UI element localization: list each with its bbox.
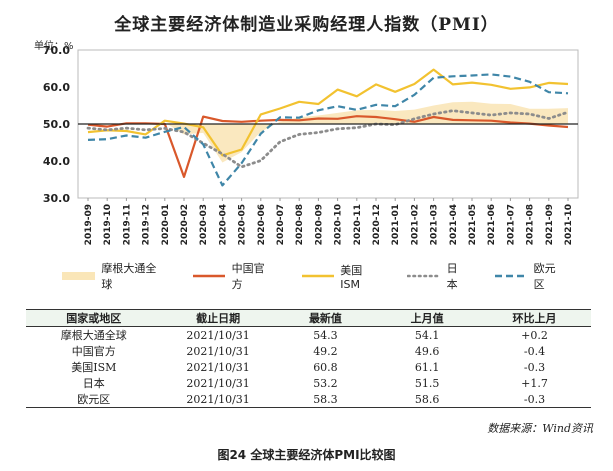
- cell-date: 2021/10/31: [186, 360, 250, 374]
- x-tick-label: 2020-11: [353, 204, 363, 245]
- y-tick-label: 70.0: [43, 44, 70, 57]
- x-tick-label: 2021-08: [526, 204, 536, 245]
- legend-label: 日本: [446, 262, 458, 291]
- x-tick-label: 2019-12: [142, 204, 152, 245]
- table-row: 中国官方 2021/10/31 49.2 49.6 -0.4: [26, 343, 591, 359]
- x-tick-label: 2021-04: [449, 204, 459, 245]
- x-tick-label: 2020-10: [334, 204, 344, 245]
- legend-item: 摩根大通全球: [62, 260, 166, 292]
- x-tick-label: 2020-12: [372, 204, 382, 245]
- legend-label: 中国官方: [231, 262, 265, 291]
- y-tick-label: 40.0: [43, 155, 70, 168]
- data-source-note: 数据来源：Wind资讯: [487, 422, 593, 435]
- table-header-row: 国家或地区 截止日期 最新值 上月值 环比上月: [26, 309, 591, 327]
- series-line-美国ISM: [87, 68, 569, 157]
- x-tick-label: 2021-01: [391, 204, 401, 245]
- x-tick-label: 2021-10: [564, 204, 574, 245]
- x-tick-label: 2021-07: [506, 204, 516, 245]
- cell-change: +1.7: [521, 376, 548, 390]
- x-tick-label: 2019-10: [103, 204, 113, 245]
- x-tick-label: 2020-09: [314, 204, 324, 245]
- cell-region: 摩根大通全球: [60, 329, 127, 342]
- cell-latest: 58.3: [274, 391, 377, 408]
- x-tick-label: 2021-02: [410, 204, 420, 245]
- cell-latest: 60.8: [313, 360, 338, 374]
- cell-previous: 61.1: [414, 360, 440, 374]
- chart-title: 全球主要经济体制造业采购经理人指数（PMI）: [114, 15, 499, 35]
- header-region: 国家或地区: [26, 309, 162, 327]
- x-tick-label: 2020-05: [238, 204, 248, 245]
- cell-change: -0.3: [477, 391, 591, 408]
- cell-date: 2021/10/31: [186, 344, 250, 358]
- legend-item: 中国官方: [192, 260, 275, 292]
- cell-previous: 49.6: [414, 344, 440, 358]
- y-tick-label: 30.0: [43, 192, 70, 205]
- cell-change: -0.3: [523, 360, 546, 374]
- y-tick-label: 50.0: [43, 118, 70, 131]
- cell-date: 2021/10/31: [186, 328, 250, 342]
- figure-caption: 图24 全球主要经济体PMI比较图: [217, 448, 396, 462]
- x-tick-label: 2020-08: [295, 204, 305, 245]
- cell-region: 美国ISM: [71, 361, 117, 374]
- cell-latest: 49.2: [313, 344, 338, 358]
- legend-label: 摩根大通全球: [101, 262, 157, 291]
- table-row: 欧元区 2021/10/31 58.3 58.6 -0.3: [26, 391, 591, 408]
- x-tick-label: 2021-05: [468, 204, 478, 245]
- pmi-line-chart: 30.0 40.0 50.0 60.0 70.0 2019-09 2019-10 2019-1…: [43, 44, 579, 245]
- legend-label: 美国ISM: [340, 263, 363, 291]
- table-row: 摩根大通全球 2021/10/31 54.3 54.1 +0.2: [26, 327, 591, 344]
- x-tick-label: 2020-03: [199, 204, 209, 245]
- x-tick-label: 2020-06: [257, 204, 267, 245]
- table-row: 日本 2021/10/31 53.2 51.5 +1.7: [26, 375, 591, 391]
- pmi-summary-table: 国家或地区 截止日期 最新值 上月值 环比上月 摩根大通全球 2021/10/3…: [26, 309, 591, 408]
- x-tick-label: 2021-03: [430, 204, 440, 245]
- cell-region: 欧元区: [26, 391, 162, 408]
- cell-previous: 51.5: [414, 376, 440, 390]
- cell-previous: 58.6: [376, 391, 478, 408]
- cell-region: 中国官方: [71, 345, 116, 358]
- series-line-日本: [86, 109, 570, 169]
- cell-change: -0.4: [523, 344, 546, 358]
- x-tick-label: 2020-04: [218, 204, 228, 245]
- x-tick-label: 2020-02: [180, 204, 190, 245]
- unit-label: 单位：%: [34, 41, 74, 52]
- y-tick-label: 60.0: [43, 81, 70, 94]
- header-mom-change: 环比上月: [477, 309, 591, 327]
- legend-item: 美国ISM: [301, 262, 381, 291]
- cell-previous: 54.1: [414, 328, 440, 342]
- cell-date: 2021/10/31: [161, 391, 275, 408]
- chart-legend: 摩根大通全球 中国官方 美国ISM 日本 欧元区: [62, 262, 592, 291]
- cell-latest: 53.2: [313, 376, 338, 390]
- series-line-欧元区: [87, 73, 569, 187]
- x-tick-label: 2020-07: [276, 204, 286, 245]
- cell-latest: 54.3: [313, 328, 338, 342]
- x-tick-label: 2021-06: [487, 204, 497, 245]
- x-tick-label: 2019-11: [122, 204, 132, 245]
- series-area-摩根大通全球: [88, 101, 568, 163]
- series-line-中国官方: [87, 115, 569, 178]
- cell-change: +0.2: [521, 328, 548, 342]
- x-tick-label: 2021-09: [545, 204, 555, 245]
- table-row: 美国ISM 2021/10/31 60.8 61.1 -0.3: [26, 359, 591, 375]
- x-tick-label: 2020-01: [161, 204, 171, 245]
- header-latest: 最新值: [274, 309, 377, 327]
- legend-item: 欧元区: [494, 260, 566, 292]
- cell-date: 2021/10/31: [186, 376, 250, 390]
- cell-region: 日本: [82, 377, 105, 390]
- x-tick-label: 2019-09: [84, 204, 94, 245]
- header-previous: 上月值: [376, 309, 478, 327]
- legend-label: 欧元区: [533, 262, 556, 291]
- legend-item: 日本: [407, 260, 468, 292]
- header-date: 截止日期: [161, 309, 275, 327]
